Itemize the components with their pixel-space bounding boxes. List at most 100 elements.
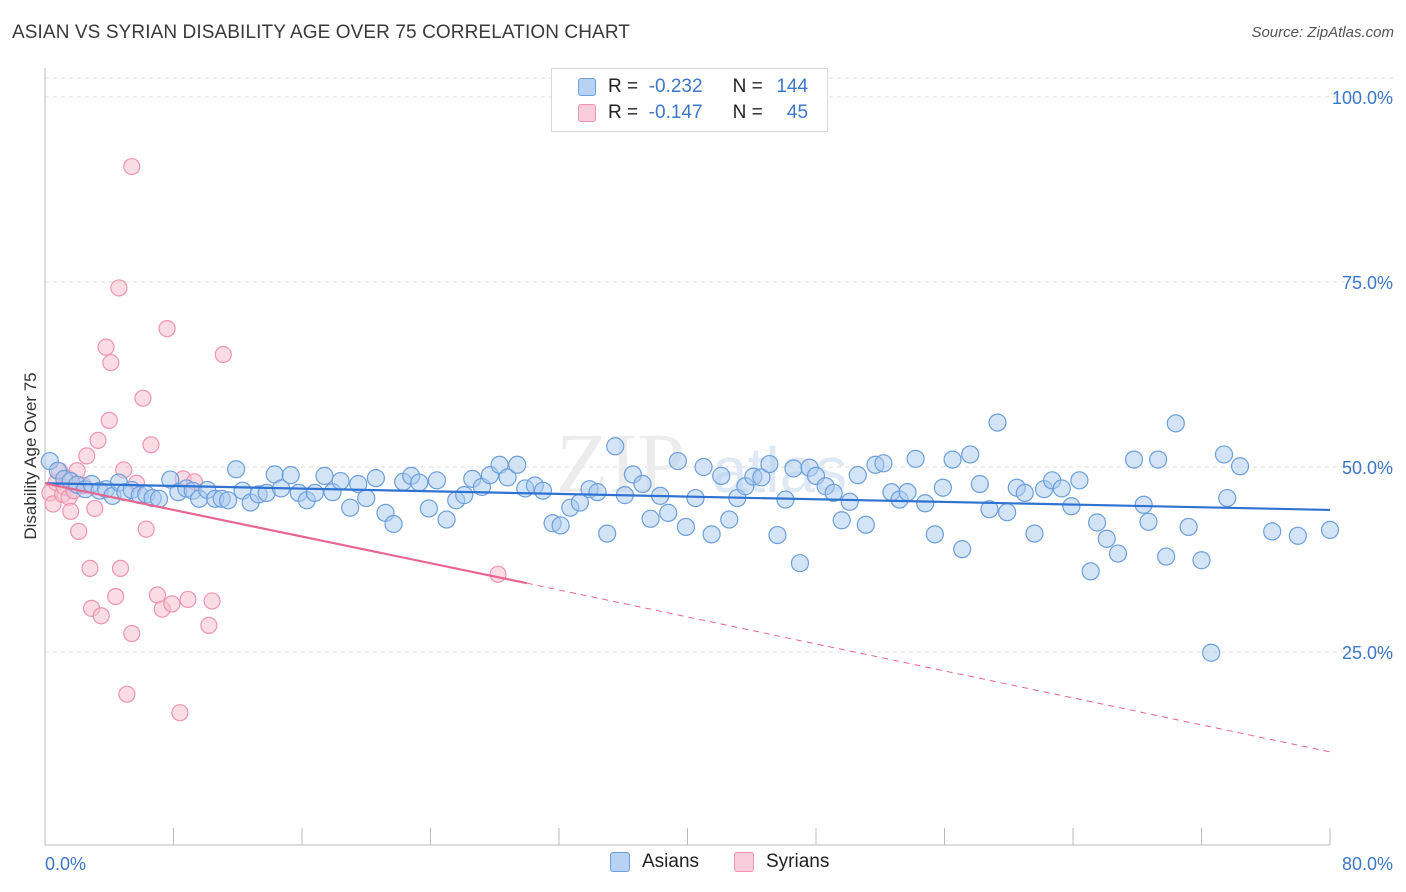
syrians-legend-swatch [734,852,754,872]
asian-point [219,491,238,510]
syrian-point [200,616,218,634]
asians-trend-line [44,482,1331,512]
legend-item-asians[interactable]: Asians [610,851,699,873]
chart-title: ASIAN VS SYRIAN DISABILITY AGE OVER 75 C… [12,22,630,43]
y-tick-label-75: 75.0% [1342,273,1393,293]
asian-point [898,483,917,502]
asian-point [1052,479,1071,498]
asian-point [1108,544,1128,563]
asian-point [686,488,705,508]
asian-point [925,525,944,544]
x-tick-label-min: 0.0% [45,854,86,874]
syrian-point [134,389,152,407]
syrians-swatch [578,104,596,122]
legend-row-syrians: R = -0.147 N = 45 [578,101,808,125]
syrian-point [81,559,99,577]
syrian-point [142,436,160,454]
axes-layer: 25.0% 50.0% 75.0% 100.0% 0.0% 80.0% [44,68,1393,874]
asian-point [988,413,1007,432]
x-tick-label-max: 80.0% [1342,854,1393,874]
asian-point [659,503,678,522]
asian-point [598,524,617,543]
asian-point [933,478,952,497]
asian-point [943,450,962,469]
syrian-point [489,565,507,583]
series-legend: Asians Syrians [0,851,1406,877]
asian-point [998,503,1017,522]
asian-point [606,437,625,456]
asian-point [633,474,652,494]
asian-point [551,516,570,535]
asian-point [702,525,721,544]
asian-point [856,515,875,534]
syrian-point [78,447,96,465]
asians-r-value: -0.232 [648,76,703,97]
syrian-point [97,338,115,356]
asian-point [419,499,438,518]
asian-point [980,500,999,519]
asian-point [315,466,334,485]
asian-point [848,466,867,485]
asian-point [1179,517,1198,537]
grid-layer [45,77,1395,653]
asian-point [227,460,246,479]
syrians-points [41,157,507,722]
legend-r-label: R = [608,76,639,97]
asian-point [341,498,360,517]
asian-point [410,473,429,492]
syrians-r-value: -0.147 [648,102,703,123]
asian-point [641,509,660,528]
trend-lines [44,482,1331,753]
asian-point [752,468,771,487]
syrian-point [111,559,130,577]
syrian-point [110,279,128,297]
syrian-point [70,522,88,540]
syrians-trend-line [44,482,528,585]
asian-point [916,494,935,513]
asian-point [874,454,893,473]
syrian-point [158,320,176,338]
syrians-trend-extension [526,582,1331,753]
syrian-point [100,411,118,429]
y-tick-label-25: 25.0% [1342,643,1393,663]
asian-point [1149,450,1168,469]
syrian-point [214,345,232,364]
asian-point [1202,643,1221,662]
legend-n-label: N = [732,76,763,97]
asian-point [588,483,607,502]
asian-point [1124,450,1144,469]
syrian-point [92,607,110,625]
asian-point [720,510,739,529]
syrian-point [179,590,197,609]
asian-point [533,481,553,500]
asian-point [1070,471,1089,490]
asians-legend-label: Asians [642,851,700,872]
asian-point [1157,547,1176,566]
syrian-point [107,587,125,606]
asian-point [1166,414,1185,433]
asian-point [498,468,517,487]
asian-point [790,554,810,573]
syrian-point [118,685,136,703]
syrian-point [171,704,189,722]
asian-point [824,483,843,502]
asian-point [281,466,300,485]
asian-point [712,466,731,485]
asian-point [668,451,687,471]
asian-point [455,486,474,505]
syrian-point [163,595,181,613]
asian-point [1192,551,1211,570]
asian-point [1062,497,1081,516]
asian-point [953,540,972,559]
syrian-point [123,624,141,643]
asian-point [760,454,779,474]
asian-point [906,449,925,468]
asian-point [676,517,695,537]
legend-item-syrians[interactable]: Syrians [734,851,829,873]
syrians-legend-label: Syrians [766,851,830,872]
asian-point [1288,526,1307,545]
asian-point [768,525,787,545]
asian-point [366,469,385,488]
syrian-point [203,592,221,610]
